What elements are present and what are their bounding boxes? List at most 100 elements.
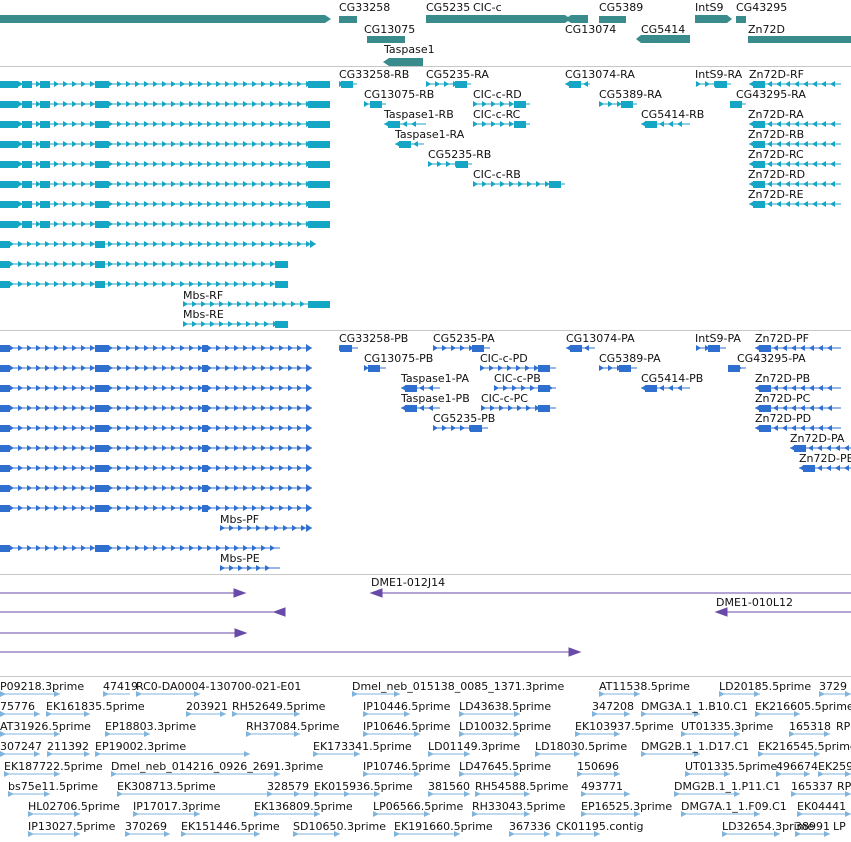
cds-glyph[interactable] bbox=[252, 345, 257, 351]
est-glyph[interactable] bbox=[254, 811, 260, 817]
est-glyph[interactable] bbox=[524, 791, 530, 797]
cds-glyph[interactable] bbox=[791, 405, 796, 411]
cds-glyph[interactable] bbox=[216, 445, 221, 451]
mrna-glyph[interactable] bbox=[90, 181, 95, 187]
mrna-glyph[interactable] bbox=[63, 201, 68, 207]
mrna-glyph[interactable] bbox=[0, 121, 18, 128]
mrna-glyph[interactable] bbox=[54, 241, 59, 247]
est-glyph[interactable] bbox=[624, 791, 630, 797]
cds-glyph[interactable] bbox=[0, 545, 10, 552]
mrna-glyph[interactable] bbox=[617, 101, 622, 107]
mrna-glyph[interactable] bbox=[234, 181, 239, 187]
cds-track-glyphs[interactable] bbox=[0, 331, 851, 574]
cds-glyph[interactable] bbox=[162, 405, 167, 411]
mrna-glyph[interactable] bbox=[279, 201, 284, 207]
mrna-glyph[interactable] bbox=[395, 141, 400, 147]
cds-glyph[interactable] bbox=[36, 405, 41, 411]
cds-glyph[interactable] bbox=[108, 545, 113, 551]
mrna-glyph[interactable] bbox=[27, 281, 32, 287]
est-glyph[interactable] bbox=[144, 731, 150, 737]
cds-glyph[interactable] bbox=[189, 545, 194, 551]
mrna-glyph[interactable] bbox=[201, 321, 206, 327]
est-label[interactable]: bs75e11.5prime bbox=[8, 780, 99, 793]
cds-glyph[interactable] bbox=[728, 365, 740, 372]
cds-glyph[interactable] bbox=[225, 385, 230, 391]
mrna-label[interactable]: CG33258-RB bbox=[339, 68, 410, 81]
mrna-glyph[interactable] bbox=[117, 121, 122, 127]
mrna-glyph[interactable] bbox=[90, 241, 95, 247]
mrna-glyph[interactable] bbox=[219, 321, 224, 327]
mrna-glyph[interactable] bbox=[72, 121, 77, 127]
mrna-glyph[interactable] bbox=[252, 121, 257, 127]
mrna-glyph[interactable] bbox=[234, 121, 239, 127]
est-label[interactable]: RH37084.5prime bbox=[246, 720, 340, 733]
cds-glyph[interactable] bbox=[238, 565, 243, 571]
cds-glyph[interactable] bbox=[189, 405, 194, 411]
cds-glyph[interactable] bbox=[126, 445, 131, 451]
mrna-glyph[interactable] bbox=[308, 301, 330, 308]
mrna-glyph[interactable] bbox=[830, 81, 835, 87]
cds-glyph[interactable] bbox=[755, 405, 760, 411]
cds-glyph[interactable] bbox=[90, 385, 95, 391]
cds-glyph[interactable] bbox=[490, 405, 495, 411]
cds-glyph[interactable] bbox=[368, 365, 380, 372]
est-track-glyphs[interactable] bbox=[0, 677, 851, 842]
mrna-glyph[interactable] bbox=[9, 281, 14, 287]
mrna-glyph[interactable] bbox=[261, 221, 266, 227]
bac-label[interactable]: DME1-012J14 bbox=[371, 576, 446, 589]
cds-glyph[interactable] bbox=[135, 425, 140, 431]
cds-glyph[interactable] bbox=[243, 545, 248, 551]
mrna-glyph[interactable] bbox=[308, 221, 330, 228]
est-glyph[interactable] bbox=[46, 711, 52, 717]
cds-glyph[interactable] bbox=[18, 425, 23, 431]
cds-glyph[interactable] bbox=[759, 425, 771, 432]
mrna-glyph[interactable] bbox=[300, 301, 305, 307]
est-label[interactable]: LD18030.5prime bbox=[535, 740, 628, 753]
cds-glyph[interactable] bbox=[261, 465, 266, 471]
est-glyph[interactable] bbox=[754, 691, 760, 697]
mrna-glyph[interactable] bbox=[0, 101, 18, 108]
mrna-glyph[interactable] bbox=[437, 161, 442, 167]
cds-glyph[interactable] bbox=[95, 465, 109, 472]
mrna-glyph[interactable] bbox=[108, 121, 113, 127]
est-glyph[interactable] bbox=[294, 731, 300, 737]
mrna-glyph[interactable] bbox=[0, 201, 18, 208]
mrna-glyph[interactable] bbox=[90, 201, 95, 207]
mrna-glyph[interactable] bbox=[126, 101, 131, 107]
est-label[interactable]: IP10446.5prime bbox=[363, 700, 451, 713]
est-glyph[interactable] bbox=[334, 831, 340, 837]
mrna-glyph[interactable] bbox=[225, 281, 230, 287]
mrna-glyph[interactable] bbox=[63, 221, 68, 227]
mrna-glyph[interactable] bbox=[95, 141, 109, 148]
gene-label[interactable]: IntS9 bbox=[695, 1, 724, 14]
cds-glyph[interactable] bbox=[499, 405, 504, 411]
cds-glyph[interactable] bbox=[54, 445, 59, 451]
cds-glyph[interactable] bbox=[508, 405, 513, 411]
est-glyph[interactable] bbox=[424, 811, 430, 817]
cds-glyph[interactable] bbox=[238, 525, 243, 531]
cds-glyph[interactable] bbox=[818, 425, 823, 431]
mrna-glyph[interactable] bbox=[794, 201, 799, 207]
mrna-glyph[interactable] bbox=[72, 261, 77, 267]
cds-glyph[interactable] bbox=[171, 425, 176, 431]
cds-glyph[interactable] bbox=[144, 385, 149, 391]
mrna-glyph[interactable] bbox=[207, 121, 212, 127]
mrna-glyph[interactable] bbox=[135, 161, 140, 167]
mrna-glyph[interactable] bbox=[81, 261, 86, 267]
mrna-glyph[interactable] bbox=[243, 201, 248, 207]
mrna-glyph[interactable] bbox=[40, 181, 50, 188]
est-glyph[interactable] bbox=[44, 791, 50, 797]
mrna-glyph[interactable] bbox=[821, 121, 826, 127]
mrna-glyph[interactable] bbox=[279, 101, 284, 107]
cds-glyph[interactable] bbox=[95, 345, 109, 352]
est-label[interactable]: AT11538.5prime bbox=[599, 680, 690, 693]
mrna-glyph[interactable] bbox=[207, 201, 212, 207]
cds-glyph[interactable] bbox=[54, 345, 59, 351]
mrna-glyph[interactable] bbox=[180, 101, 185, 107]
cds-glyph[interactable] bbox=[538, 365, 550, 372]
gene-label[interactable]: CIC-c bbox=[473, 1, 502, 14]
mrna-glyph[interactable] bbox=[117, 261, 122, 267]
cds-glyph[interactable] bbox=[225, 545, 230, 551]
cds-glyph[interactable] bbox=[189, 365, 194, 371]
cds-glyph[interactable] bbox=[0, 345, 10, 352]
